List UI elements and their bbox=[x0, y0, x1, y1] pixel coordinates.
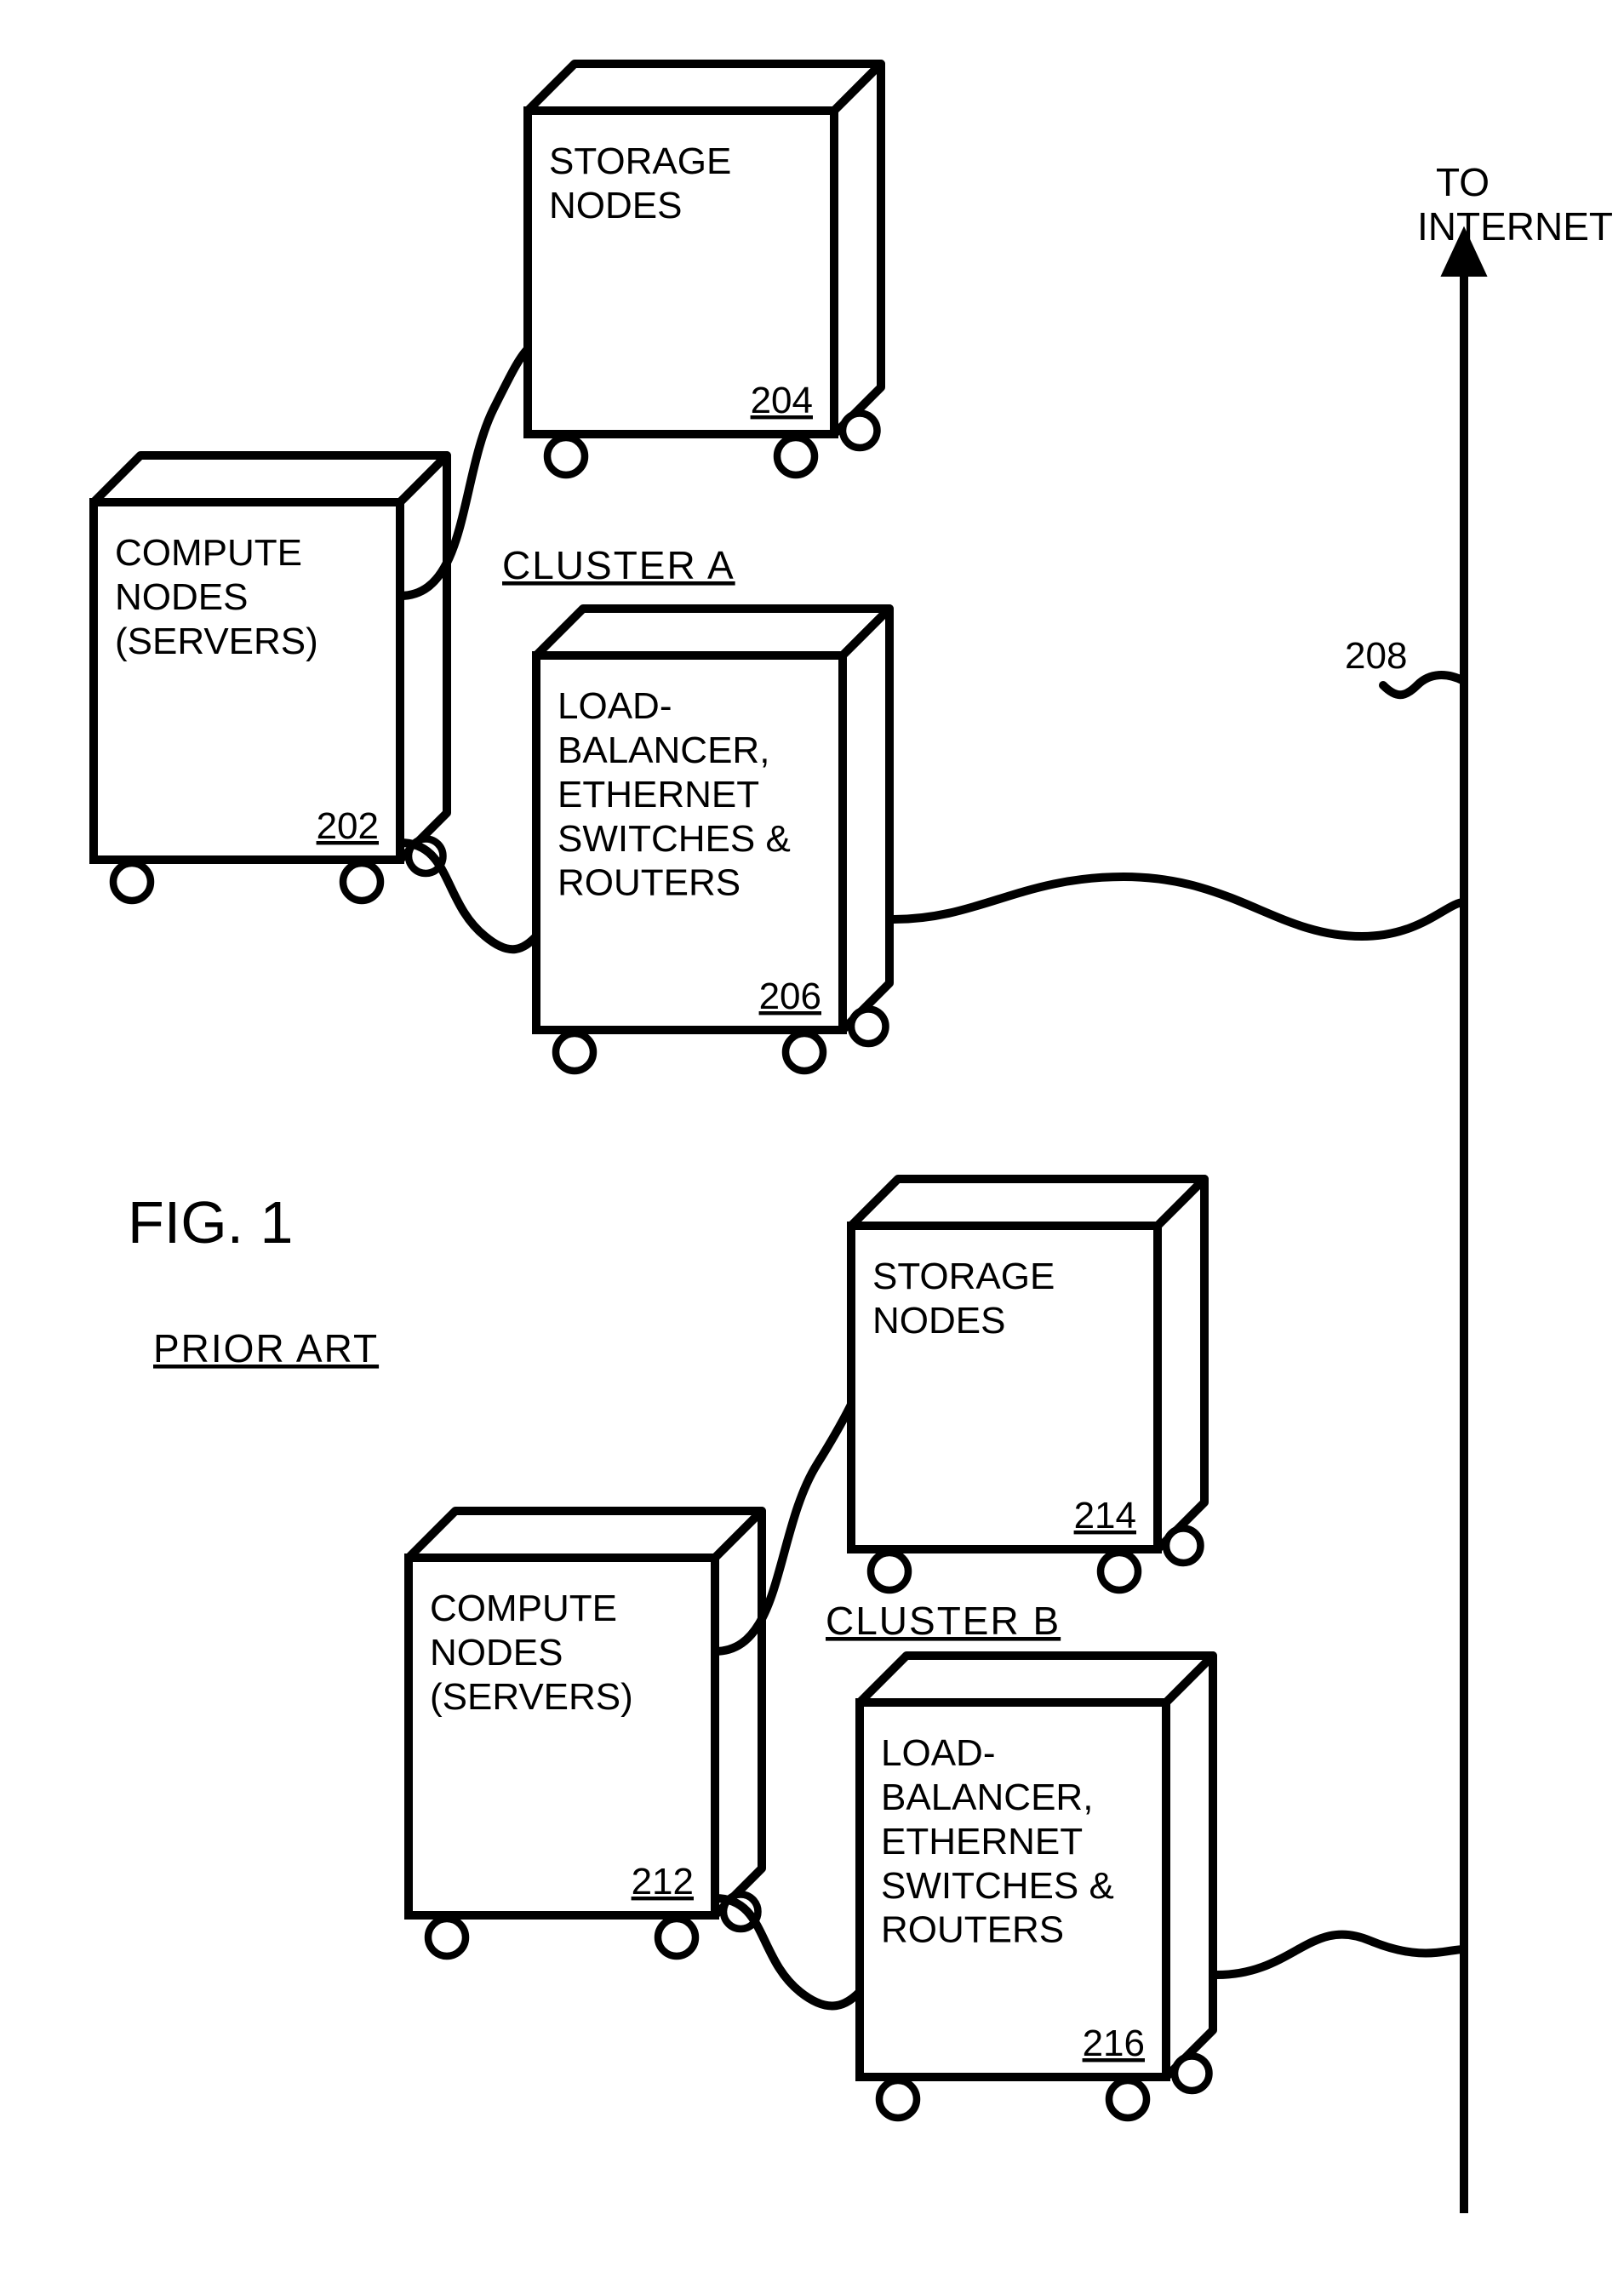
cluster-a-network-wheel bbox=[556, 1033, 593, 1071]
cluster-b-network-label-line: ROUTERS bbox=[881, 1909, 1064, 1951]
backbone-ref-squiggle bbox=[1383, 675, 1464, 695]
cluster-a-network-label-line: SWITCHES & bbox=[558, 818, 791, 860]
cluster-a-label: CLUSTER A bbox=[502, 543, 735, 587]
cluster-b-network-top bbox=[860, 1656, 1213, 1702]
cluster-b-storage-top bbox=[851, 1179, 1204, 1226]
cluster-a-storage-refnum: 204 bbox=[751, 380, 813, 421]
cluster-a-compute-label-line: COMPUTE bbox=[115, 532, 302, 574]
cluster-a-storage-label-line: STORAGE bbox=[549, 140, 731, 182]
cluster-b-storage-wheel bbox=[1101, 1553, 1138, 1590]
cluster-b-network-label-line: LOAD- bbox=[881, 1732, 995, 1774]
cluster-b-network-label-line: BALANCER, bbox=[881, 1777, 1093, 1818]
cluster-a-compute-cabinet: COMPUTENODES(SERVERS) 202 bbox=[94, 455, 447, 901]
cluster-b-network-label-line: SWITCHES & bbox=[881, 1865, 1114, 1907]
cluster-b-storage-label-line: NODES bbox=[872, 1300, 1005, 1342]
to-internet-label: TO bbox=[1436, 160, 1490, 204]
cluster-b-network-refnum: 216 bbox=[1083, 2023, 1145, 2064]
cluster-b-network-wheel bbox=[1109, 2080, 1147, 2118]
cluster-a-network-top bbox=[536, 609, 889, 655]
wire-b-network-backbone bbox=[1217, 1935, 1464, 1975]
cluster-b-compute-top bbox=[409, 1511, 762, 1558]
cluster-a-storage-label-line: NODES bbox=[549, 185, 682, 226]
backbone-refnum: 208 bbox=[1345, 635, 1407, 677]
cluster-b-compute-side bbox=[715, 1511, 762, 1915]
cluster-b-network-side bbox=[1166, 1656, 1213, 2077]
cluster-a-compute-wheel bbox=[343, 863, 380, 901]
cluster-a-storage-wheel bbox=[547, 438, 585, 475]
cluster-a-network-wheel bbox=[786, 1033, 823, 1071]
cluster-a-network-label-line: ETHERNET bbox=[558, 774, 759, 815]
cluster-a-compute-side bbox=[400, 455, 447, 860]
cluster-b-compute-label-line: COMPUTE bbox=[430, 1588, 617, 1629]
cluster-b-compute-label-line: NODES bbox=[430, 1632, 563, 1674]
cluster-a-network-wheel bbox=[851, 1010, 885, 1044]
cluster-b-compute-label-line: (SERVERS) bbox=[430, 1676, 633, 1718]
cluster-a-compute-wheel bbox=[113, 863, 151, 901]
cluster-a-storage-wheel bbox=[777, 438, 815, 475]
cluster-b-label: CLUSTER B bbox=[826, 1599, 1061, 1643]
cluster-b-compute-wheel bbox=[428, 1919, 466, 1956]
to-internet-label: INTERNET bbox=[1417, 204, 1613, 249]
cluster-b-storage-refnum: 214 bbox=[1074, 1495, 1136, 1536]
cluster-b-compute-cabinet: COMPUTENODES(SERVERS) 212 bbox=[409, 1511, 762, 1956]
cluster-b-network-wheel bbox=[879, 2080, 917, 2118]
prior-art-label: PRIOR ART bbox=[153, 1326, 379, 1370]
cluster-a-compute-top bbox=[94, 455, 447, 502]
cluster-b-compute-wheel bbox=[658, 1919, 695, 1956]
cluster-b-network-label-line: ETHERNET bbox=[881, 1821, 1083, 1862]
cluster-b-network-cabinet: LOAD-BALANCER,ETHERNETSWITCHES &ROUTERS 2… bbox=[860, 1656, 1213, 2118]
cluster-a-compute-label-line: NODES bbox=[115, 576, 248, 618]
cluster-b-storage-wheel bbox=[1166, 1529, 1200, 1563]
cluster-b-compute-refnum: 212 bbox=[632, 1861, 694, 1902]
cluster-b-storage-wheel bbox=[871, 1553, 908, 1590]
cluster-a-storage-top bbox=[528, 64, 881, 111]
cluster-a-compute-label-line: (SERVERS) bbox=[115, 621, 318, 662]
cluster-b-network-wheel bbox=[1175, 2057, 1209, 2091]
cluster-a-network-refnum: 206 bbox=[759, 976, 821, 1017]
cluster-b-storage-label-line: STORAGE bbox=[872, 1256, 1055, 1297]
cluster-a-network-label-line: BALANCER, bbox=[558, 730, 769, 771]
cluster-a-network-label-line: LOAD- bbox=[558, 685, 672, 727]
cluster-a-compute-refnum: 202 bbox=[317, 805, 379, 847]
figure-title: FIG. 1 bbox=[128, 1189, 293, 1256]
cluster-a-storage-cabinet: STORAGENODES 204 bbox=[528, 64, 881, 475]
cluster-b-storage-side bbox=[1158, 1179, 1204, 1549]
cluster-b-storage-cabinet: STORAGENODES 214 bbox=[851, 1179, 1204, 1590]
cluster-a-storage-wheel bbox=[843, 414, 877, 448]
cluster-a-network-cabinet: LOAD-BALANCER,ETHERNETSWITCHES &ROUTERS 2… bbox=[536, 609, 889, 1071]
cluster-a-storage-side bbox=[834, 64, 881, 434]
wire-a-network-backbone bbox=[894, 877, 1464, 936]
cluster-a-network-side bbox=[843, 609, 889, 1030]
cluster-a-network-label-line: ROUTERS bbox=[558, 862, 741, 904]
